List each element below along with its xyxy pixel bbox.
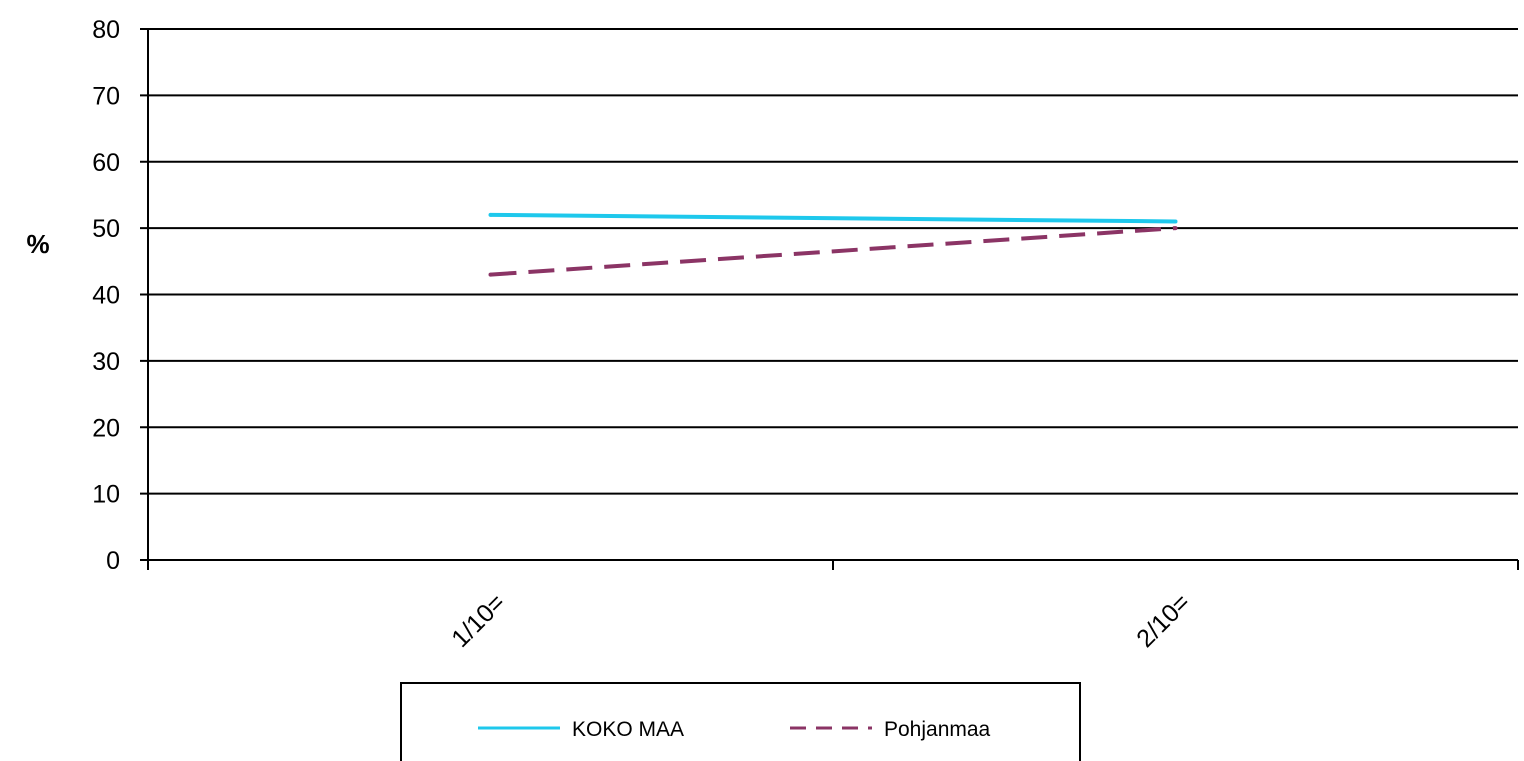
y-tick-label: 10 <box>92 481 120 509</box>
axes <box>140 28 1519 570</box>
data-point <box>488 272 493 277</box>
data-point <box>1173 219 1178 224</box>
y-axis-label: % <box>26 229 49 259</box>
series-line-1 <box>490 212 1176 224</box>
x-tick-label: 1/10= <box>446 588 511 653</box>
y-tick-label: 30 <box>92 348 120 376</box>
legend-box <box>400 682 1081 761</box>
legend-label-2: Pohjanmaa <box>884 718 991 741</box>
series-line-2 <box>490 226 1176 277</box>
y-tick-label: 0 <box>106 547 120 575</box>
legend-label-1: KOKO MAA <box>572 718 684 741</box>
data-point <box>488 212 493 217</box>
y-tick-label: 20 <box>92 414 120 442</box>
x-tick-label: 2/10= <box>1131 588 1196 653</box>
series-lines <box>488 212 1178 277</box>
y-tick-label: 60 <box>92 149 120 177</box>
x-tick-labels: 1/10= 2/10= <box>446 588 1196 653</box>
gridlines <box>148 28 1518 495</box>
y-tick-label: 40 <box>92 282 120 310</box>
y-tick-label: 70 <box>92 82 120 110</box>
y-tick-label: 50 <box>92 215 120 243</box>
data-point <box>1173 226 1178 231</box>
y-tick-label: 80 <box>92 16 120 44</box>
legend: KOKO MAA Pohjanmaa <box>400 682 1081 761</box>
y-tick-labels: 0 10 20 30 40 50 60 70 80 <box>92 16 120 575</box>
